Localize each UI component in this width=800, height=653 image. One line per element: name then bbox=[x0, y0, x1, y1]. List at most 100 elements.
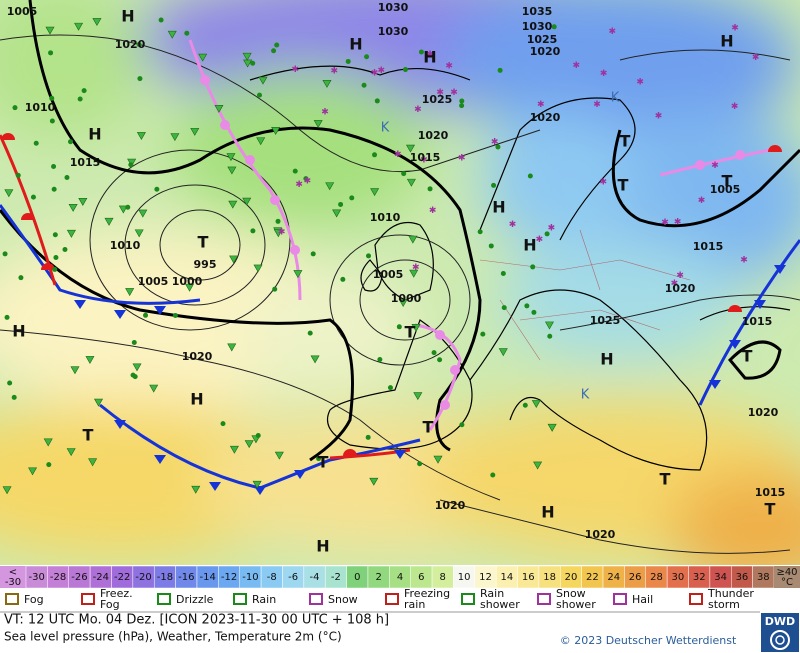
shower-symbol bbox=[138, 209, 148, 218]
shower-symbol bbox=[228, 200, 238, 209]
rain-symbol bbox=[477, 229, 483, 235]
shower-symbol bbox=[242, 197, 252, 206]
legend-icon bbox=[385, 593, 399, 605]
pressure-system: T bbox=[742, 347, 753, 366]
pressure-system: H bbox=[121, 7, 134, 26]
cold-front-triangle bbox=[114, 420, 126, 429]
rain-symbol bbox=[250, 60, 256, 66]
pressure-system: H bbox=[720, 32, 733, 51]
snow-symbol: ✱ bbox=[278, 228, 286, 238]
isobar-label: 1025 bbox=[422, 93, 453, 106]
snow-symbol: ✱ bbox=[414, 105, 422, 115]
rain-symbol bbox=[12, 105, 18, 111]
shower-symbol bbox=[85, 356, 95, 364]
isobar-label: 1015 bbox=[693, 240, 724, 253]
shower-symbol bbox=[369, 477, 379, 486]
shower-symbol bbox=[2, 486, 12, 495]
scale-label: 2 bbox=[375, 572, 381, 583]
rain-symbol bbox=[307, 330, 313, 336]
scale-high-label: °C bbox=[781, 577, 793, 588]
scale-high-label: ≥40 bbox=[776, 567, 797, 578]
rain-symbol bbox=[338, 201, 344, 207]
pressure-system: T bbox=[765, 500, 776, 519]
legend-label: Snow bbox=[328, 593, 358, 606]
pressure-system: H bbox=[349, 35, 362, 54]
rain-symbol bbox=[131, 340, 137, 346]
scale-low-label: -30 bbox=[5, 577, 21, 588]
shower-symbol bbox=[43, 438, 53, 447]
isobar-label: 1020 bbox=[585, 528, 616, 541]
rain-symbol bbox=[275, 218, 281, 224]
rain-symbol bbox=[51, 186, 57, 192]
rain-symbol bbox=[491, 182, 497, 188]
snow-symbol: ✱ bbox=[450, 88, 458, 98]
rain-symbol bbox=[459, 422, 465, 428]
scale-label: -16 bbox=[178, 572, 194, 583]
scale-label: -28 bbox=[50, 572, 66, 583]
scale-label: 32 bbox=[693, 572, 706, 583]
shower-symbol bbox=[370, 188, 380, 197]
pressure-system: T bbox=[318, 453, 329, 472]
isobar-label: 1020 bbox=[182, 350, 213, 363]
isobar-label: 1010 bbox=[370, 211, 401, 224]
shower-symbol bbox=[411, 324, 421, 332]
warm-front-semicircle bbox=[343, 449, 357, 456]
occluded-front-symbol bbox=[735, 150, 745, 160]
copyright: © 2023 Deutscher Wetterdienst bbox=[560, 634, 737, 647]
legend-label: shower bbox=[480, 598, 520, 611]
shower-symbol bbox=[45, 26, 55, 35]
snow-symbol: ✱ bbox=[740, 255, 748, 265]
snow-symbol: ✱ bbox=[371, 69, 379, 79]
isobar-label: 1005 bbox=[373, 268, 404, 281]
scale-label: 10 bbox=[458, 572, 471, 583]
rain-symbol bbox=[547, 333, 553, 339]
rain-symbol bbox=[501, 305, 507, 311]
rain-symbol bbox=[48, 50, 54, 56]
isobar-label: 1015 bbox=[70, 156, 101, 169]
shower-symbol bbox=[242, 52, 252, 61]
isobar-label: 995 bbox=[194, 258, 217, 271]
rain-symbol bbox=[480, 331, 486, 337]
isobar-label: 1030 bbox=[378, 25, 409, 38]
isobar-label: 1035 bbox=[522, 5, 553, 18]
rain-symbol bbox=[402, 67, 408, 73]
rain-symbol bbox=[551, 24, 557, 30]
rain-symbol bbox=[158, 17, 164, 23]
shower-symbol bbox=[325, 182, 335, 191]
isobar-label: 1000 bbox=[391, 292, 422, 305]
cold-core: K bbox=[381, 121, 390, 136]
scale-label: 6 bbox=[418, 572, 424, 583]
isobar-label: 1010 bbox=[110, 239, 141, 252]
scale-low-label: < bbox=[9, 567, 17, 578]
rain-symbol bbox=[220, 421, 226, 427]
shower-symbol bbox=[149, 384, 159, 393]
shower-symbol bbox=[413, 392, 423, 401]
isobar-label: 1015 bbox=[742, 315, 773, 328]
legend-icon bbox=[537, 593, 551, 605]
shower-symbol bbox=[70, 366, 80, 375]
pressure-system: T bbox=[620, 132, 631, 151]
occluded-front-symbol bbox=[200, 75, 210, 85]
snow-symbol: ✱ bbox=[711, 161, 719, 171]
scale-label: 36 bbox=[736, 572, 749, 583]
scale-label: 12 bbox=[479, 572, 492, 583]
rain-symbol bbox=[500, 271, 506, 277]
occluded-front-symbol bbox=[435, 330, 445, 340]
snow-symbol: ✱ bbox=[304, 176, 312, 186]
rain-symbol bbox=[377, 356, 383, 362]
snow-symbol: ✱ bbox=[295, 180, 303, 190]
rain-symbol bbox=[7, 380, 13, 386]
isobar-label: 1020 bbox=[530, 111, 561, 124]
isobar-label: 1005 bbox=[710, 183, 741, 196]
cold-front-triangle bbox=[754, 300, 766, 309]
scale-label: -18 bbox=[157, 572, 173, 583]
legend-icon bbox=[613, 593, 627, 605]
rain-symbol bbox=[49, 95, 55, 101]
snow-symbol: ✱ bbox=[752, 53, 760, 63]
rain-symbol bbox=[52, 266, 58, 272]
isobar-label: 1005 bbox=[7, 5, 38, 18]
shower-symbol bbox=[134, 229, 144, 238]
shower-symbol bbox=[433, 455, 443, 464]
rain-symbol bbox=[4, 314, 10, 320]
